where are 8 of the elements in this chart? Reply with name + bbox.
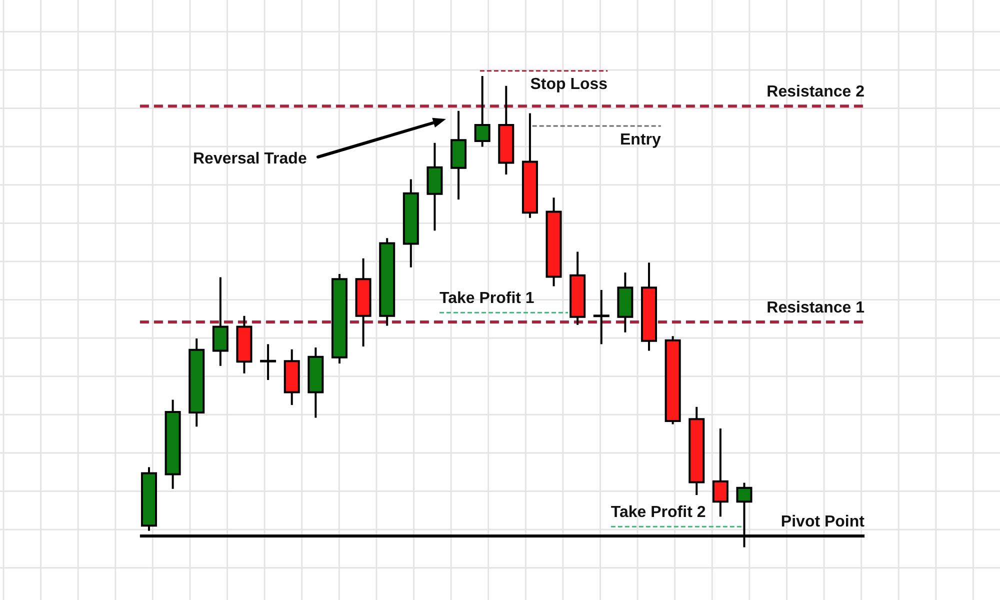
ref-line-label: Take Profit 1 bbox=[439, 290, 534, 307]
ref-line-label: Resistance 1 bbox=[766, 299, 865, 316]
ref-line-label: Take Profit 2 bbox=[610, 504, 706, 521]
annotation: Reversal Trade bbox=[193, 150, 307, 168]
ref-line-label: Pivot Point bbox=[780, 513, 866, 530]
ref-line-label: Entry bbox=[620, 131, 662, 148]
ref-line-label: Stop Loss bbox=[530, 76, 608, 94]
ref-line-label: Resistance 2 bbox=[766, 84, 865, 101]
